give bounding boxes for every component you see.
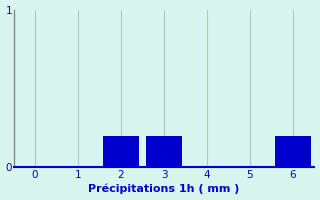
X-axis label: Précipitations 1h ( mm ): Précipitations 1h ( mm ): [88, 184, 240, 194]
Bar: [103, 136, 139, 167]
Bar: [146, 136, 182, 167]
Bar: [275, 136, 311, 167]
